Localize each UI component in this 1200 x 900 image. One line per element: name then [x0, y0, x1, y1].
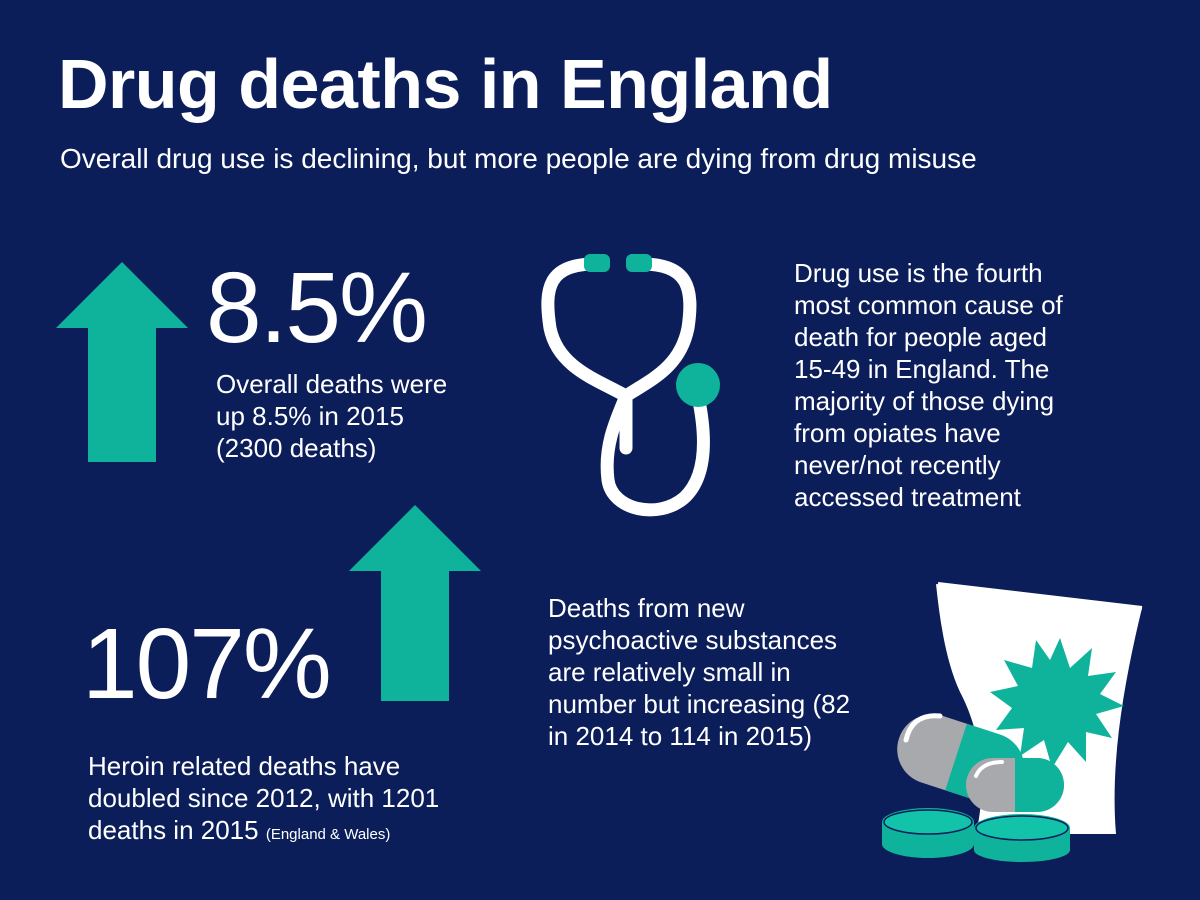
text-line: accessed treatment — [794, 482, 1021, 512]
text-line: up 8.5% in 2015 — [216, 401, 404, 431]
up-arrow-icon — [349, 505, 481, 701]
overall-deaths-text: Overall deaths were up 8.5% in 2015 (230… — [216, 368, 506, 464]
text-line: Deaths from new — [548, 593, 745, 623]
stethoscope-icon — [541, 254, 720, 517]
text-line: from opiates have — [794, 418, 1001, 448]
text-line: in 2014 to 114 in 2015) — [548, 721, 813, 751]
text-line: Overall deaths were — [216, 369, 448, 399]
text-line: most common cause of — [794, 290, 1063, 320]
text-line: majority of those dying — [794, 386, 1055, 416]
text-line: Drug use is the fourth — [794, 258, 1043, 288]
text-line: are relatively small in — [548, 657, 791, 687]
page-subtitle: Overall drug use is declining, but more … — [60, 143, 977, 174]
psychoactive-text: Deaths from new psychoactive substances … — [548, 592, 878, 752]
heroin-deaths-text: Heroin related deaths have doubled since… — [88, 750, 468, 851]
text-line-main: deaths in 2015 — [88, 815, 259, 845]
text-line: psychoactive substances — [548, 625, 838, 655]
page-title: Drug deaths in England — [58, 45, 833, 123]
region-note: (England & Wales) — [265, 826, 391, 843]
text-line: death for people aged — [794, 322, 1047, 352]
overall-deaths-percent: 8.5% — [206, 252, 428, 364]
text-line: doubled since 2012, with 1201 — [88, 783, 440, 813]
text-line: deaths in 2015 (England & Wales) — [88, 814, 468, 851]
text-line: Heroin related deaths have — [88, 751, 401, 781]
text-line: never/not recently — [794, 450, 1001, 480]
heroin-deaths-percent: 107% — [82, 608, 332, 720]
text-line: number but increasing (82 — [548, 689, 851, 719]
text-line: (2300 deaths) — [216, 433, 377, 463]
text-line: 15-49 in England. The — [794, 354, 1050, 384]
cause-of-death-text: Drug use is the fourth most common cause… — [794, 257, 1124, 513]
pills-bag-icon — [882, 582, 1143, 862]
up-arrow-icon — [56, 262, 188, 462]
